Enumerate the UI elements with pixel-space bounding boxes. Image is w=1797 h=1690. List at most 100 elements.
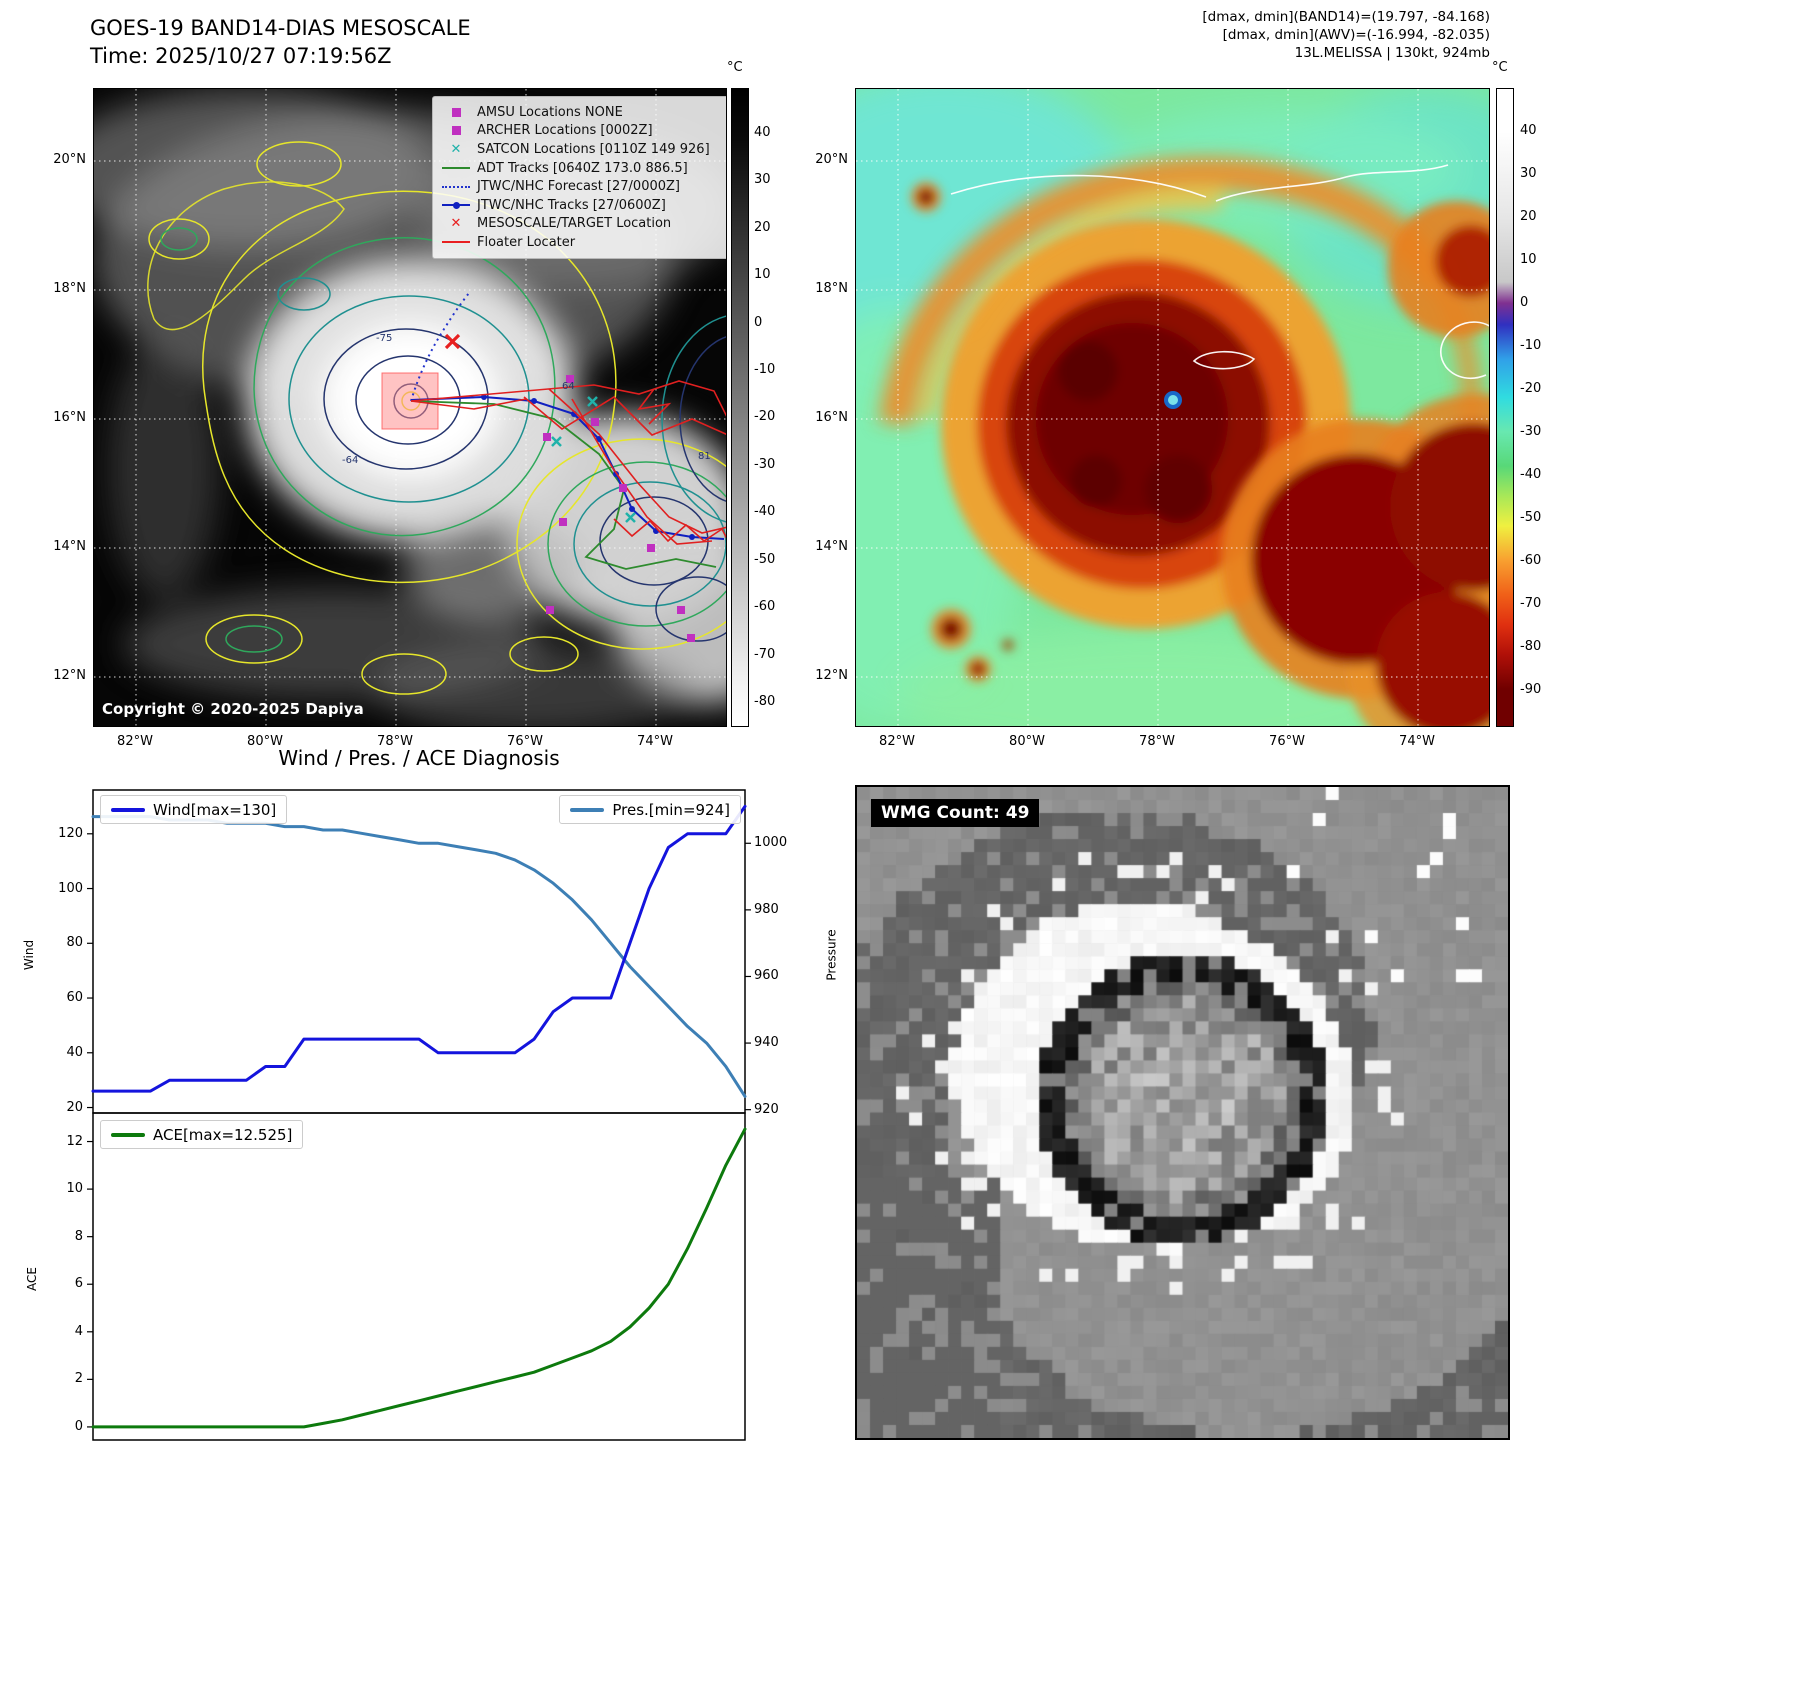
colorbar-tick-label: -30	[1520, 423, 1542, 439]
line-dot-blue-icon	[441, 198, 471, 212]
lat-tick-label: 14°N	[815, 539, 848, 554]
wmg-pixel-image	[857, 787, 1508, 1438]
legend-item: JTWC/NHC Forecast [27/0000Z]	[441, 177, 721, 196]
wind-axis-label: Wind	[22, 939, 37, 971]
legend-item-label: ADT Tracks [0640Z 173.0 886.5]	[477, 160, 688, 176]
lon-tick-label: 74°W	[637, 734, 673, 749]
lon-tick-label: 76°W	[507, 734, 543, 749]
x-red-icon: ✕	[450, 216, 462, 232]
colorbar-tick-label: -20	[754, 409, 776, 425]
contour-label: -64	[342, 455, 358, 466]
x-teal-icon: ✕	[450, 141, 462, 157]
colorbar-tick-label: -30	[754, 456, 776, 472]
wind-line-icon	[111, 807, 145, 812]
legend-item: ARCHER Locations [0002Z]	[441, 122, 721, 141]
square-magenta-icon	[441, 105, 471, 119]
lon-tick-label: 82°W	[879, 734, 915, 749]
y-tick-label: 10	[66, 1181, 83, 1197]
contour-label: -75	[376, 333, 392, 344]
lat-tick-label: 20°N	[815, 152, 848, 167]
diagnosis-title: Wind / Pres. / ACE Diagnosis	[278, 746, 560, 770]
y-tick-label: 1000	[754, 835, 788, 851]
y-tick-label: 4	[74, 1323, 83, 1339]
ace-legend-label: ACE[max=12.525]	[153, 1125, 293, 1144]
y-tick-label: 980	[754, 901, 779, 917]
colorbar-tick-label: -80	[1520, 638, 1542, 654]
y-tick-label: 960	[754, 968, 779, 984]
band14-title-block: GOES-19 BAND14-DIAS MESOSCALE Time: 2025…	[90, 14, 471, 70]
line-red-icon	[441, 235, 471, 249]
lat-tick-label: 18°N	[53, 281, 86, 296]
legend-item-label: SATCON Locations [0110Z 149 926]	[477, 141, 710, 157]
contour-labels: -75 -64 64 81	[342, 333, 711, 466]
colorbar-tick-label: -60	[754, 599, 776, 615]
legend-item-label: ARCHER Locations [0002Z]	[477, 123, 653, 139]
colorbar-tick-label: -10	[1520, 337, 1542, 353]
series-line-wind	[91, 804, 747, 1093]
awv-colorbar	[1496, 88, 1514, 727]
y-tick-label: 60	[66, 990, 83, 1006]
y-tick-label: 0	[74, 1418, 83, 1434]
y-tick-label: 120	[58, 825, 83, 841]
colorbar-tick-label: 10	[754, 267, 771, 283]
legend-item: AMSU Locations NONE	[441, 103, 721, 122]
ace-axis-label: ACE	[24, 1267, 39, 1291]
wmg-count-badge: WMG Count: 49	[871, 799, 1040, 827]
colorbar-tick-label: -80	[754, 694, 776, 710]
line-green-icon	[441, 161, 471, 175]
map-legend: AMSU Locations NONE ARCHER Locations [000…	[432, 96, 726, 259]
track-overlays	[381, 292, 726, 642]
band14-time: Time: 2025/10/27 07:19:56Z	[90, 44, 392, 68]
band14-colorbar-unit: °C	[727, 60, 743, 75]
y-tick-label: 20	[66, 1099, 83, 1115]
colorbar-tick-label: -50	[1520, 509, 1542, 525]
legend-item: ✕ MESOSCALE/TARGET Location	[441, 215, 721, 234]
colorbar-tick-label: 30	[754, 172, 771, 188]
colorbar-tick-label: -10	[754, 361, 776, 377]
awv-colorbar-unit: °C	[1492, 60, 1508, 75]
lon-tick-label: 80°W	[247, 734, 283, 749]
band14-colorbar	[731, 88, 749, 727]
lat-tick-label: 18°N	[815, 281, 848, 296]
dmax-awv-text: [dmax, dmin](AWV)=(-16.994, -82.035)	[1222, 27, 1490, 43]
pressure-legend: Pres.[min=924]	[559, 795, 741, 824]
colorbar-tick-label: 40	[754, 124, 771, 140]
lat-tick-label: 12°N	[53, 668, 86, 683]
mesoscale-target-x-icon	[444, 333, 461, 350]
colorbar-tick-label: -60	[1520, 552, 1542, 568]
lat-tick-label: 12°N	[815, 668, 848, 683]
colorbar-tick-label: -70	[754, 646, 776, 662]
legend-item-label: AMSU Locations NONE	[477, 104, 623, 120]
colorbar-tick-label: -20	[1520, 380, 1542, 396]
amsu-archer-markers	[543, 375, 695, 642]
lon-tick-label: 76°W	[1269, 734, 1305, 749]
pressure-line-icon	[570, 807, 605, 812]
series-line-ace	[91, 1127, 747, 1429]
lon-tick-label: 80°W	[1009, 734, 1045, 749]
wind-pres-chart-frame	[92, 789, 746, 1114]
awv-satellite-map	[855, 88, 1490, 727]
lat-tick-label: 20°N	[53, 152, 86, 167]
pressure-legend-label: Pres.[min=924]	[612, 800, 730, 819]
lon-tick-label: 78°W	[1139, 734, 1175, 749]
colorbar-tick-label: 10	[1520, 251, 1537, 267]
colorbar-tick-label: -40	[754, 504, 776, 520]
colorbar-tick-label: 20	[754, 219, 771, 235]
square-magenta-icon	[441, 124, 471, 138]
legend-item-label: JTWC/NHC Forecast [27/0000Z]	[477, 179, 680, 195]
colorbar-tick-label: -70	[1520, 595, 1542, 611]
legend-item: Floater Locater	[441, 233, 721, 252]
storm-eye	[1164, 391, 1182, 409]
lat-tick-label: 16°N	[53, 410, 86, 425]
y-tick-label: 920	[754, 1101, 779, 1117]
legend-item-label: MESOSCALE/TARGET Location	[477, 216, 672, 232]
wmg-panel: WMG Count: 49	[855, 785, 1510, 1440]
jtwc-track-line	[410, 395, 725, 540]
pressure-axis-label: Pressure	[824, 929, 839, 981]
y-tick-label: 940	[754, 1035, 779, 1051]
series-line-pressure	[91, 815, 747, 1098]
copyright-text: Copyright © 2020-2025 Dapiya	[102, 700, 364, 718]
y-tick-label: 6	[74, 1276, 83, 1292]
y-tick-label: 100	[58, 880, 83, 896]
